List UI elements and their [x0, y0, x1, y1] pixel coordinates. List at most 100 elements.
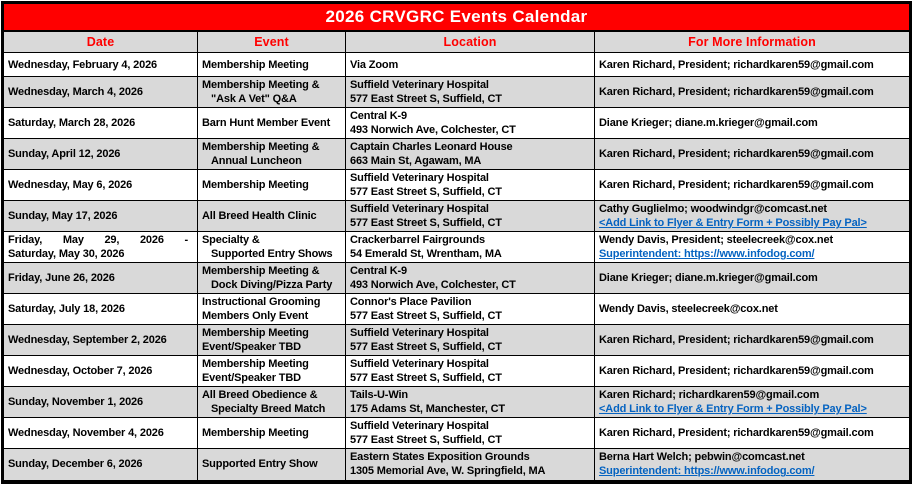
cell-location-text: 1305 Memorial Ave, W. Springfield, MA	[350, 465, 546, 478]
cell-info: Karen Richard, President; richardkaren59…	[593, 324, 912, 356]
cell-date: Saturday, March 28, 2026	[2, 107, 198, 139]
cell-info: Karen Richard, President; richardkaren59…	[593, 417, 912, 449]
cell-location-text: Suffield Veterinary Hospital	[350, 327, 489, 339]
column-header-event: Event	[197, 30, 346, 53]
cell-location-text: Central K-9	[350, 110, 408, 122]
cell-date-text: Saturday, May 30, 2026	[8, 248, 125, 260]
cell-info: Berna Hart Welch; pebwin@comcast.net Supe…	[593, 448, 912, 482]
cell-location: Central K-9 493 Norwich Ave, Colchester, …	[345, 107, 595, 139]
cell-location: Captain Charles Leonard House 663 Main St…	[345, 138, 595, 170]
cell-date: Sunday, May 17, 2026	[2, 200, 198, 232]
cell-date-text: Saturday, March 28, 2026	[8, 117, 136, 129]
event-row: Wednesday, March 4, 2026 Membership Meeti…	[2, 76, 912, 108]
cell-event-text: All Breed Obedience &	[202, 389, 318, 401]
cell-info: Karen Richard, President; richardkaren59…	[593, 52, 912, 77]
cell-event-text: Membership Meeting &	[202, 79, 320, 91]
hyperlink[interactable]: Superintendent: https://www.infodog.com/	[599, 465, 815, 478]
cell-event: Membership Meeting Event/Speaker TBD	[197, 355, 346, 387]
cell-date: Wednesday, October 7, 2026	[2, 355, 198, 387]
cell-date: Friday, June 26, 2026	[2, 262, 198, 294]
cell-info-text: Karen Richard, President; richardkaren59…	[599, 365, 874, 377]
event-row: Saturday, March 28, 2026 Barn Hunt Member…	[2, 107, 912, 139]
cell-date: Wednesday, February 4, 2026	[2, 52, 198, 77]
cell-location-text: Central K-9	[350, 265, 408, 277]
cell-event: Membership Meeting	[197, 417, 346, 449]
cell-location: Suffield Veterinary Hospital 577 East Str…	[345, 417, 595, 449]
event-row: Wednesday, November 4, 2026 Membership Me…	[2, 417, 912, 449]
cell-location-text: Via Zoom	[350, 58, 399, 71]
cell-event-text: Instructional Grooming	[202, 296, 321, 308]
event-row: Wednesday, September 2, 2026 Membership M…	[2, 324, 912, 356]
event-row: Wednesday, February 4, 2026 Membership Me…	[2, 52, 912, 77]
cell-event-text: Membership Meeting	[202, 58, 309, 71]
cell-location-text: 577 East Street S, Suffield, CT	[350, 434, 502, 446]
event-row: Friday, May 29, 2026 - Saturday, May 30, …	[2, 231, 912, 263]
cell-location-text: Suffield Veterinary Hospital	[350, 203, 489, 215]
column-header-info: For More Information	[593, 30, 912, 53]
cell-date-text: Wednesday, March 4, 2026	[8, 86, 143, 98]
cell-date-text: Wednesday, September 2, 2026	[8, 334, 167, 346]
cell-event-text: Membership Meeting	[202, 427, 309, 439]
cell-location-text: 54 Emerald St, Wrentham, MA	[350, 248, 502, 260]
cell-location-text: Captain Charles Leonard House	[350, 141, 513, 153]
cell-location: Suffield Veterinary Hospital 577 East Str…	[345, 76, 595, 108]
cell-info: Karen Richard, President; richardkaren59…	[593, 76, 912, 108]
cell-event-text: All Breed Health Clinic	[202, 210, 317, 222]
cell-date-text: Wednesday, February 4, 2026	[8, 58, 158, 71]
cell-location-text: Suffield Veterinary Hospital	[350, 172, 489, 184]
cell-info: Wendy Davis, President; steelecreek@cox.…	[593, 231, 912, 263]
cell-date: Wednesday, March 4, 2026	[2, 76, 198, 108]
cell-event: Instructional Grooming Members Only Event	[197, 293, 346, 325]
cell-date: Sunday, April 12, 2026	[2, 138, 198, 170]
title-bar: 2026 CRVGRC Events Calendar	[1, 2, 912, 32]
event-row: Sunday, May 17, 2026 All Breed Health Cli…	[2, 200, 912, 232]
cell-location-text: Crackerbarrel Fairgrounds	[350, 234, 486, 246]
event-row: Wednesday, October 7, 2026 Membership Mee…	[2, 355, 912, 387]
column-header-row: Date Event Location For More Information	[2, 30, 912, 53]
cell-date-text: Sunday, November 1, 2026	[8, 396, 143, 408]
cell-date-text: Sunday, December 6, 2026	[8, 458, 143, 471]
cell-date: Wednesday, September 2, 2026	[2, 324, 198, 356]
cell-info: Cathy Guglielmo; woodwindgr@comcast.net <…	[593, 200, 912, 232]
cell-event: Membership Meeting & "Ask A Vet" Q&A	[197, 76, 346, 108]
hyperlink[interactable]: Superintendent: https://www.infodog.com/	[599, 248, 815, 260]
cell-info: Diane Krieger; diane.m.krieger@gmail.com	[593, 262, 912, 294]
cell-event: Membership Meeting	[197, 169, 346, 201]
cell-info: Karen Richard, President; richardkaren59…	[593, 355, 912, 387]
cell-info-text: Karen Richard, President; richardkaren59…	[599, 427, 874, 439]
cell-location-text: Connor's Place Pavilion	[350, 296, 472, 308]
cell-info-text: Diane Krieger; diane.m.krieger@gmail.com	[599, 117, 818, 129]
page-title: 2026 CRVGRC Events Calendar	[1, 2, 912, 32]
cell-event-text: Event/Speaker TBD	[202, 372, 301, 384]
cell-event-text: Supported Entry Show	[202, 458, 318, 471]
cell-event-text: Membership Meeting	[202, 358, 309, 370]
cell-info-text: Diane Krieger; diane.m.krieger@gmail.com	[599, 272, 818, 284]
cell-location: Connor's Place Pavilion 577 East Street S…	[345, 293, 595, 325]
cell-date: Sunday, December 6, 2026	[2, 448, 198, 482]
cell-location: Crackerbarrel Fairgrounds 54 Emerald St, …	[345, 231, 595, 263]
event-row: Sunday, April 12, 2026 Membership Meeting…	[2, 138, 912, 170]
cell-info: Wendy Davis, steelecreek@cox.net	[593, 293, 912, 325]
cell-date-text: Wednesday, November 4, 2026	[8, 427, 164, 439]
cell-info-text: Karen Richard, President; richardkaren59…	[599, 148, 874, 160]
cell-location-text: Suffield Veterinary Hospital	[350, 420, 489, 432]
cell-location: Central K-9 493 Norwich Ave, Colchester, …	[345, 262, 595, 294]
cell-event-text: Event/Speaker TBD	[202, 341, 301, 353]
event-row: Saturday, July 18, 2026 Instructional Gro…	[2, 293, 912, 325]
column-header-date: Date	[2, 30, 198, 53]
cell-location-text: 577 East Street S, Suffield, CT	[350, 341, 502, 353]
cell-info: Karen Richard, President; richardkaren59…	[593, 169, 912, 201]
cell-info-text: Karen Richard, President; richardkaren59…	[599, 86, 874, 98]
hyperlink[interactable]: <Add Link to Flyer & Entry Form + Possib…	[599, 403, 867, 415]
cell-location: Tails-U-Win 175 Adams St, Manchester, CT	[345, 386, 595, 418]
hyperlink[interactable]: <Add Link to Flyer & Entry Form + Possib…	[599, 217, 867, 229]
cell-info-text: Karen Richard; richardkaren59@gmail.com	[599, 389, 820, 401]
cell-info-text: Berna Hart Welch; pebwin@comcast.net	[599, 451, 805, 464]
cell-location-text: Suffield Veterinary Hospital	[350, 79, 489, 91]
cell-date-text: Wednesday, May 6, 2026	[8, 179, 133, 191]
cell-location: Suffield Veterinary Hospital 577 East Str…	[345, 200, 595, 232]
cell-location: Suffield Veterinary Hospital 577 East Str…	[345, 355, 595, 387]
cell-date-text: Friday, May 29, 2026 -	[8, 234, 188, 246]
cell-info-text: Cathy Guglielmo; woodwindgr@comcast.net	[599, 203, 827, 215]
cell-info-text: Wendy Davis, President; steelecreek@cox.…	[599, 234, 833, 246]
